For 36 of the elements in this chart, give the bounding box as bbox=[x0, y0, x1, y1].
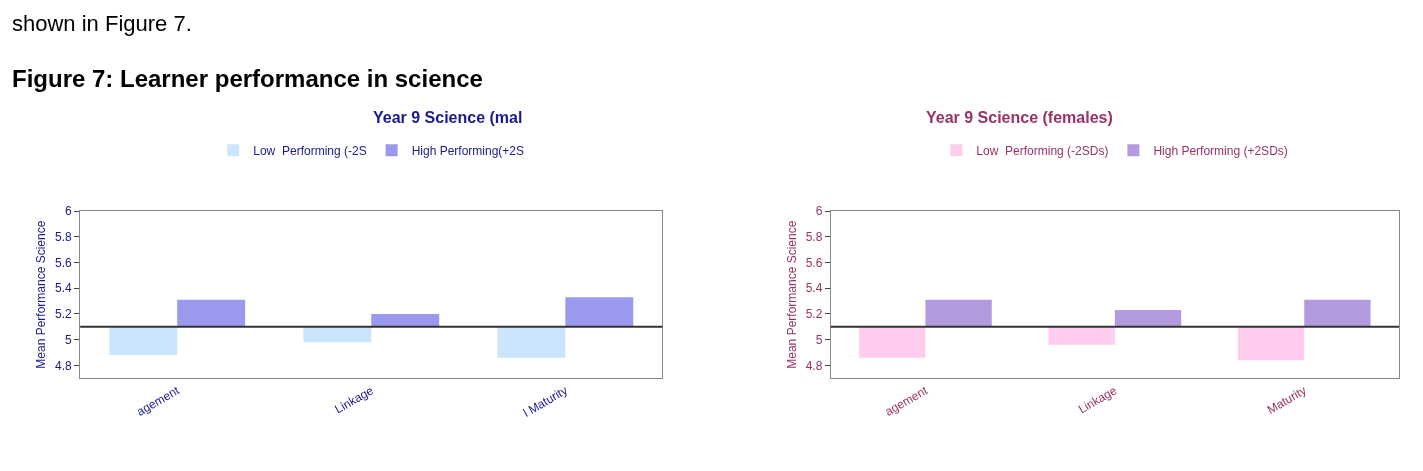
y-tick-label: 5.8 bbox=[55, 230, 73, 245]
y-tick-label: 5.2 bbox=[805, 307, 823, 322]
legend-label: High Performing(+2S bbox=[411, 143, 525, 158]
bar bbox=[177, 299, 246, 327]
y-tick-label: 5.8 bbox=[805, 230, 823, 245]
y-tick-label: 4.8 bbox=[805, 358, 823, 373]
text: shown in Figure 7. bbox=[12, 11, 192, 36]
y-tick-label: 5 bbox=[65, 332, 73, 347]
y-tick-label: 5.2 bbox=[55, 307, 73, 322]
bar bbox=[371, 313, 440, 327]
bar bbox=[303, 326, 372, 343]
bar bbox=[1114, 310, 1182, 327]
bar bbox=[859, 326, 926, 358]
chart-title: Year 9 Science (mal bbox=[373, 109, 523, 126]
legend-label: Low Performing (-2SDs) bbox=[976, 143, 1109, 158]
bar bbox=[497, 326, 566, 358]
y-tick-label: 6 bbox=[65, 204, 73, 219]
y-axis-title: Mean Performance Science bbox=[34, 220, 49, 369]
y-tick-label: 5.4 bbox=[55, 281, 73, 296]
bar bbox=[109, 326, 178, 356]
bar bbox=[1048, 326, 1115, 345]
y-tick-label: 5.6 bbox=[805, 255, 823, 270]
caption: Figure 7: Learner performance in science bbox=[12, 65, 483, 92]
bar bbox=[1304, 299, 1371, 327]
y-tick-label: 6 bbox=[815, 204, 823, 219]
legend-label: High Performing (+2SDs) bbox=[1153, 143, 1288, 158]
chart-title: Year 9 Science (females) bbox=[926, 109, 1113, 126]
y-tick-label: 5.4 bbox=[805, 281, 823, 296]
y-tick-label: 5.6 bbox=[55, 255, 73, 270]
y-tick-label: 5 bbox=[815, 332, 823, 347]
legend-label: Low Performing (-2S bbox=[253, 143, 367, 158]
y-tick-label: 4.8 bbox=[55, 358, 73, 373]
bar bbox=[565, 297, 634, 327]
bar bbox=[1237, 326, 1305, 361]
y-axis-title: Mean Performance Science bbox=[784, 220, 799, 369]
bar bbox=[925, 299, 992, 327]
